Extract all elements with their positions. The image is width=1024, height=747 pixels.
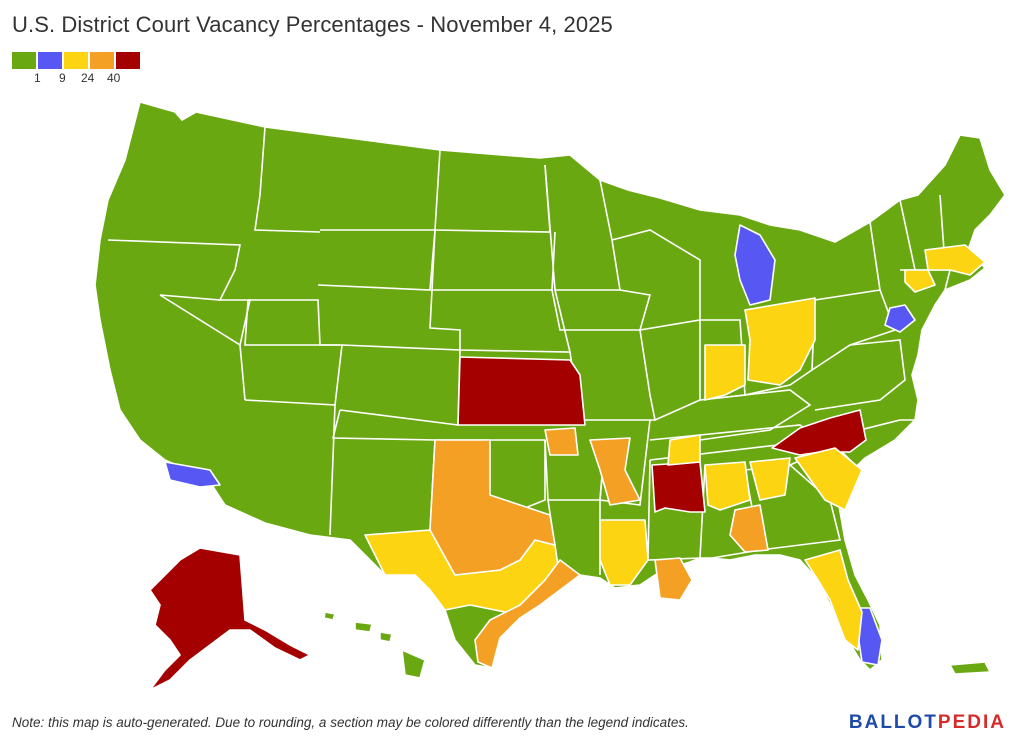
district-new-jersey: [884, 304, 916, 333]
hawaii-island-3: [379, 631, 393, 643]
legend: 1 9 24 40: [12, 52, 152, 87]
district-tennessee-west: [667, 434, 701, 466]
district-ohio: [744, 297, 816, 386]
legend-label-1: 1: [34, 71, 41, 85]
district-texas-north: [429, 439, 556, 576]
district-mississippi-north: [651, 461, 706, 513]
district-texas-south: [474, 559, 581, 669]
district-south-carolina: [794, 447, 863, 511]
legend-label-24: 24: [81, 71, 95, 85]
district-florida-middle: [804, 549, 863, 651]
legend-label-40: 40: [107, 71, 121, 85]
hawaii-island-4: [401, 649, 426, 679]
district-alabama-north: [704, 461, 751, 511]
district-kansas: [457, 356, 586, 426]
district-louisiana-west: [599, 519, 649, 586]
footnote: Note: this map is auto-generated. Due to…: [12, 715, 689, 730]
hawaii-island-2: [354, 621, 373, 633]
district-georgia-middle: [729, 504, 769, 553]
district-alaska: [149, 547, 311, 691]
district-connecticut: [904, 269, 936, 293]
district-puerto-rico: [949, 661, 991, 675]
legend-swatch-orange: [90, 52, 114, 69]
district-michigan-west: [734, 224, 776, 306]
legend-swatch-green: [12, 52, 36, 69]
district-indiana-south: [704, 344, 746, 401]
district-california-central: [164, 461, 221, 488]
legend-swatch-red: [116, 52, 140, 69]
district-massachusetts: [924, 244, 986, 276]
map-title: U.S. District Court Vacancy Percentages …: [12, 12, 613, 37]
legend-swatch-blue: [38, 52, 62, 69]
district-arkansas: [589, 437, 641, 506]
legend-label-9: 9: [59, 71, 66, 85]
legend-swatch-yellow: [64, 52, 88, 69]
district-louisiana-east: [654, 557, 693, 601]
district-oklahoma-east: [544, 427, 579, 456]
district-north-carolina-west: [771, 409, 867, 456]
district-georgia-north: [749, 457, 791, 501]
district-hawaii: [323, 611, 336, 621]
ballotpedia-logo: BALLOTPEDIA: [848, 712, 1006, 733]
